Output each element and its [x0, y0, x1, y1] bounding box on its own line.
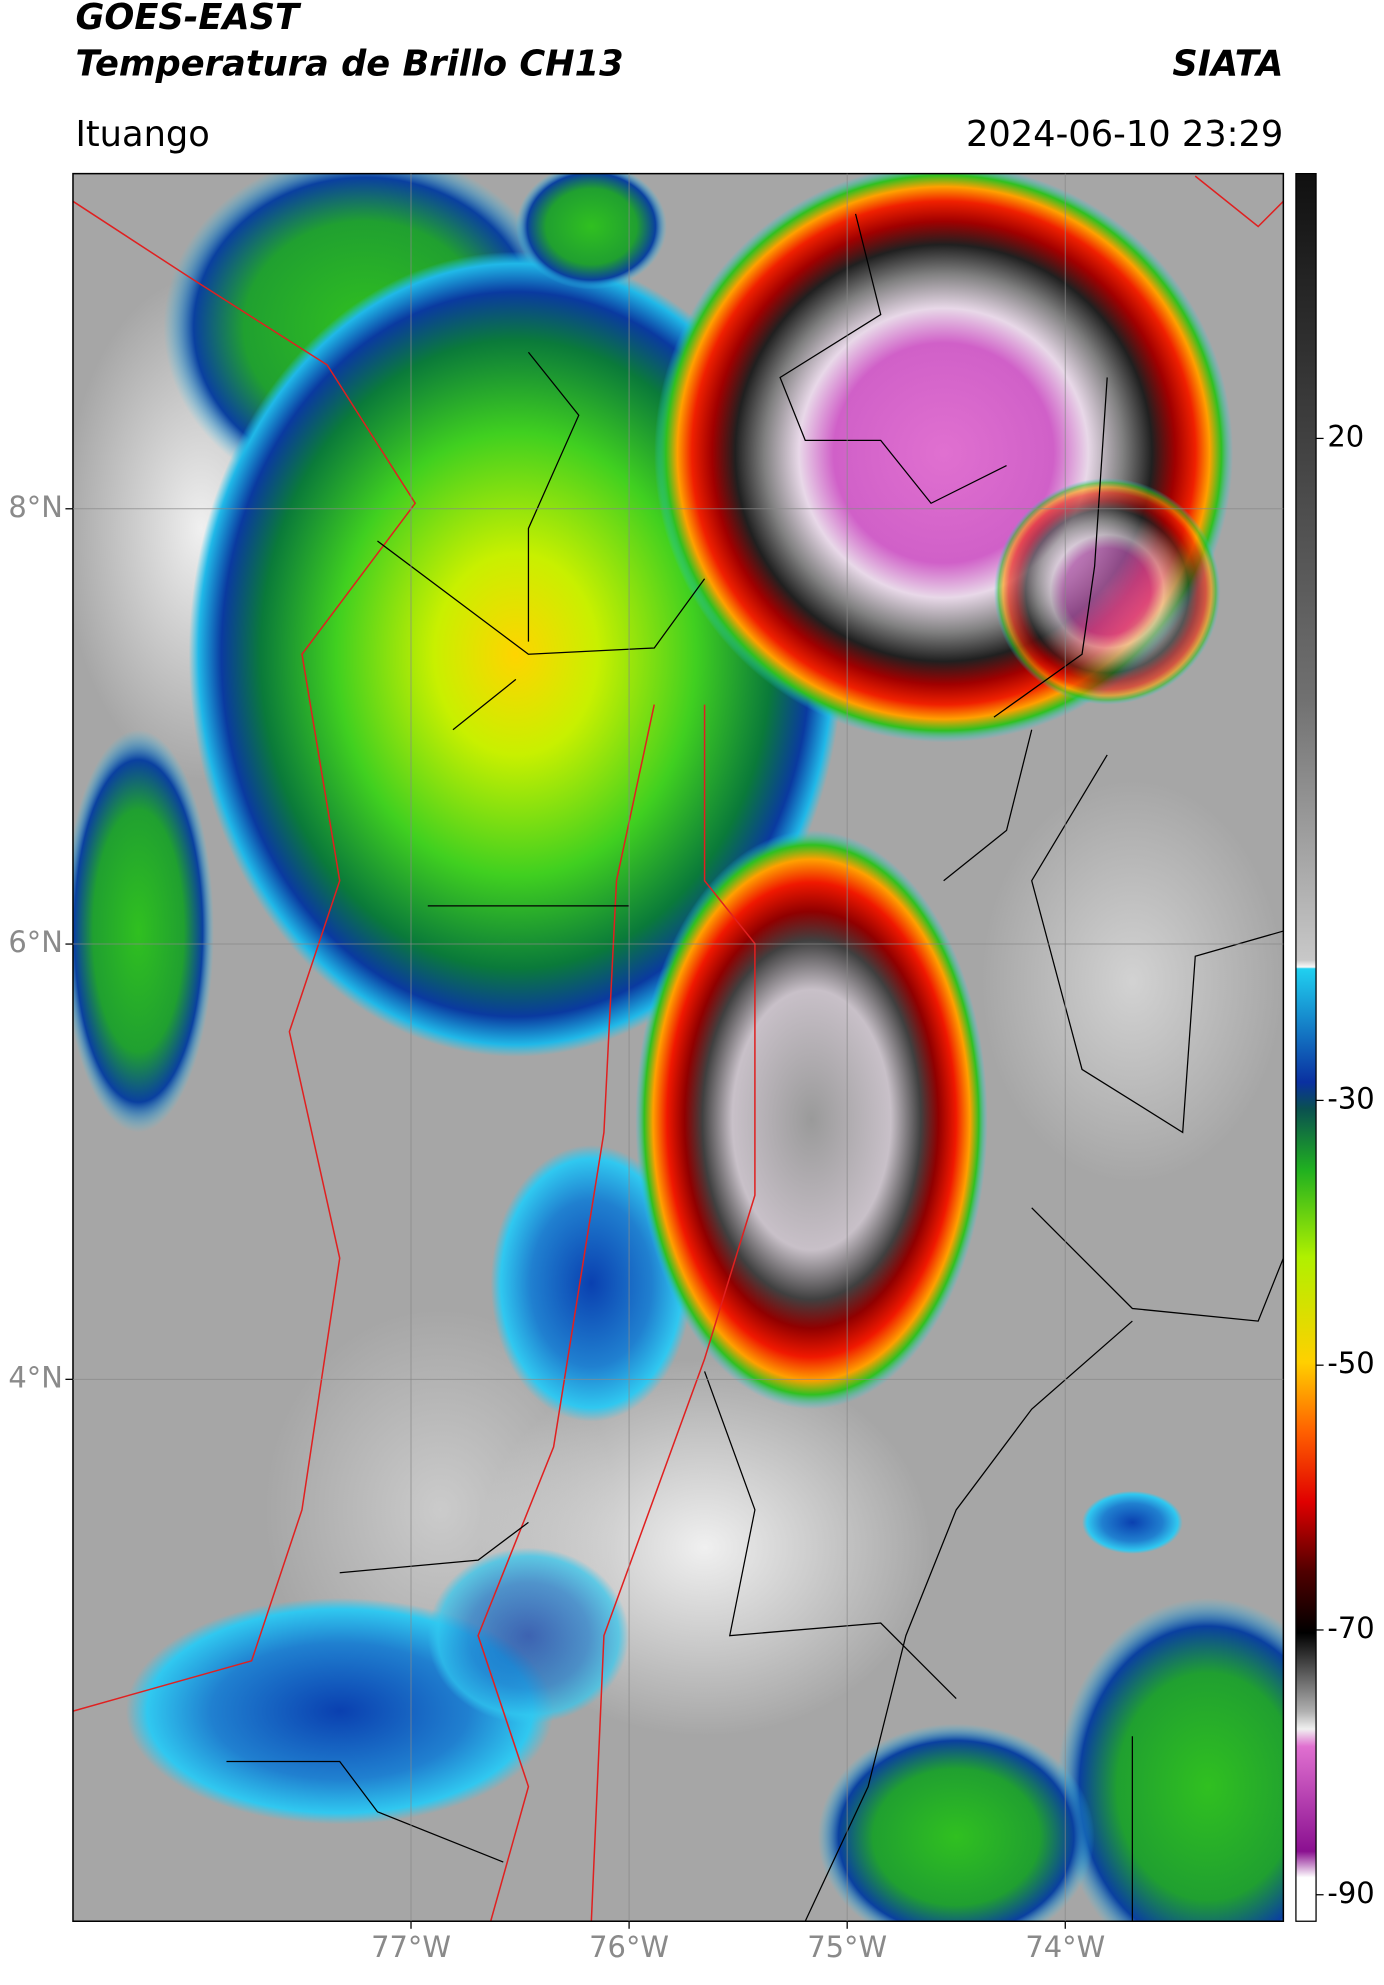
colorbar-tick-label: -70 — [1327, 1611, 1374, 1645]
colorbar-tick-label: 20 — [1327, 419, 1364, 453]
graticule: 77°W 76°W 75°W 74°W 8°N 6°N 4°N — [8, 173, 1284, 1964]
colorbar-ticks: 20 -30 -50 -70 -90 — [1316, 419, 1375, 1910]
subtitle: Temperatura de Brillo CH13 — [75, 43, 623, 84]
colorbar-tick-label: -30 — [1327, 1081, 1374, 1115]
region: Ituango — [75, 114, 209, 155]
y-tick-label: 8°N — [8, 490, 63, 524]
map-image — [72, 173, 1284, 1922]
x-tick-label: 74°W — [1025, 1930, 1105, 1964]
x-tick-label: 76°W — [589, 1930, 669, 1964]
source: SIATA — [1172, 43, 1283, 84]
map-frame — [72, 172, 1285, 1922]
datetime: 2024-06-10 23:29 — [966, 114, 1283, 155]
title: GOES-EAST — [75, 0, 302, 38]
x-tick-label: 77°W — [371, 1930, 451, 1964]
y-tick-label: 6°N — [8, 925, 63, 959]
x-tick-label: 75°W — [807, 1930, 887, 1964]
colorbar — [1295, 172, 1317, 1922]
y-tick-label: 4°N — [8, 1360, 63, 1394]
colorbar-tick-label: -50 — [1327, 1346, 1374, 1380]
colorbar-tick-label: -90 — [1327, 1876, 1374, 1910]
